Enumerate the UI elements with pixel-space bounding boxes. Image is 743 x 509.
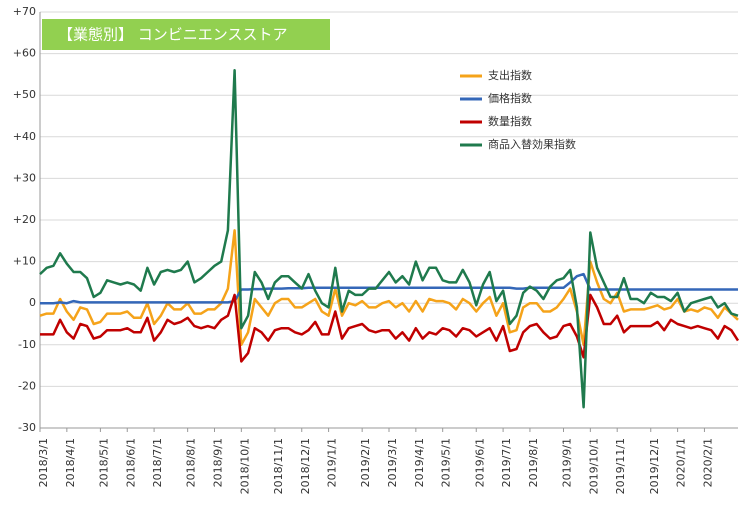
series-line xyxy=(40,272,738,305)
y-tick-label: +60 xyxy=(13,47,36,60)
x-tick-label: 2019/3/1 xyxy=(386,438,399,487)
x-tick-label: 2019/11/1 xyxy=(614,438,627,494)
y-tick-label: +40 xyxy=(13,130,36,143)
x-tick-label: 2019/1/1 xyxy=(326,438,339,487)
x-tick-label: 2019/12/1 xyxy=(648,438,661,494)
x-tick-label: 2019/4/1 xyxy=(413,438,426,487)
y-tick-label: +50 xyxy=(13,88,36,101)
x-tick-label: 2019/6/1 xyxy=(473,438,486,487)
series-line xyxy=(40,293,740,363)
series-line xyxy=(39,229,739,347)
x-tick-label: 2019/8/1 xyxy=(527,438,540,487)
series-line xyxy=(39,68,739,409)
x-tick-label: 2018/7/1 xyxy=(151,438,164,487)
x-tick-label: 2019/10/1 xyxy=(587,438,600,494)
x-tick-label: 2018/12/1 xyxy=(299,438,312,494)
legend-label: 数量指数 xyxy=(488,114,532,128)
legend-label: 商品入替効果指数 xyxy=(488,137,576,151)
title-box xyxy=(42,19,330,50)
legend-label: 価格指数 xyxy=(488,91,532,105)
x-tick-label: 2019/5/1 xyxy=(440,438,453,487)
x-tick-label: 2018/5/1 xyxy=(97,438,110,487)
x-tick-label: 2018/8/1 xyxy=(185,438,198,487)
y-tick-label: +70 xyxy=(13,5,36,18)
x-tick-label: 2019/2/1 xyxy=(359,438,372,487)
y-tick-label: -10 xyxy=(18,338,36,351)
x-tick-label: 2019/9/1 xyxy=(561,438,574,487)
y-tick-label: +20 xyxy=(13,213,36,226)
x-tick-label: 2018/11/1 xyxy=(272,438,285,494)
x-tick-label: 2018/6/1 xyxy=(124,438,137,487)
y-tick-label: 0 xyxy=(29,296,36,309)
x-tick-label: 2019/7/1 xyxy=(500,438,513,487)
x-tick-label: 2018/3/1 xyxy=(37,438,50,487)
y-tick-label: -30 xyxy=(18,421,36,434)
legend-label: 支出指数 xyxy=(488,68,532,82)
y-tick-label: -20 xyxy=(18,379,36,392)
y-tick-label: +10 xyxy=(13,255,36,268)
x-tick-label: 2018/4/1 xyxy=(64,438,77,487)
x-tick-label: 2018/9/1 xyxy=(212,438,225,487)
x-tick-label: 2018/10/1 xyxy=(238,438,251,494)
x-tick-label: 2020/2/1 xyxy=(701,438,714,487)
chart-title: 【業態別】 コンビニエンスストア xyxy=(58,26,287,44)
y-tick-label: +30 xyxy=(13,171,36,184)
x-tick-label: 2020/1/1 xyxy=(675,438,688,487)
